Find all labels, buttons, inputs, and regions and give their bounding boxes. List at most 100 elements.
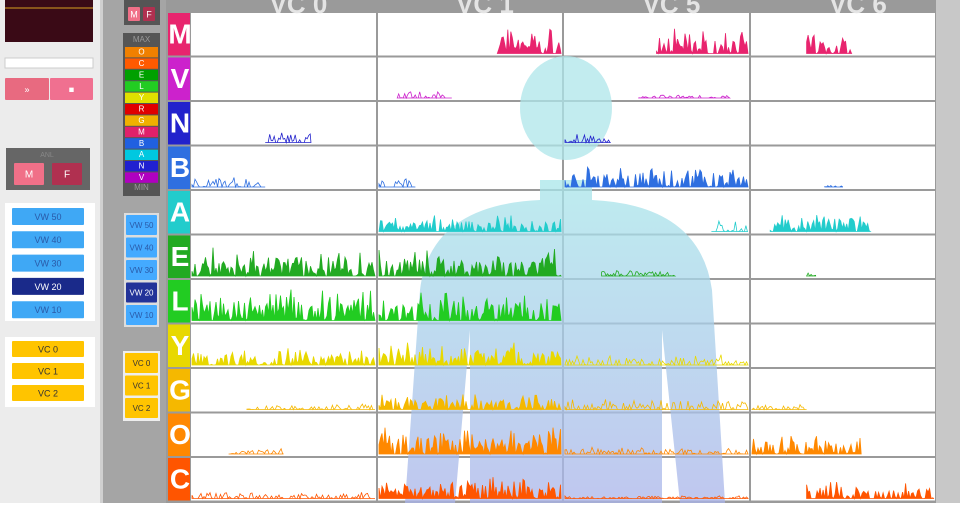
side-vc-button[interactable] (125, 398, 158, 418)
scale-level (125, 115, 158, 126)
side-f-button-label[interactable]: F (146, 9, 152, 19)
scale-level-label: B (139, 139, 144, 148)
scale-level (125, 47, 158, 58)
vc-button[interactable] (12, 341, 84, 357)
scale-level (125, 126, 158, 138)
waveform (711, 219, 748, 232)
vw-button-label[interactable]: VW 50 (34, 212, 61, 222)
scale-box (123, 33, 160, 196)
side-f-button[interactable] (143, 7, 155, 21)
scale-min: MIN (134, 183, 149, 192)
side-m-button[interactable] (128, 7, 140, 21)
side-vc-button[interactable] (125, 353, 158, 373)
side-vw-button-label[interactable]: VW 50 (129, 221, 154, 230)
vw-button[interactable] (12, 231, 84, 249)
cell (751, 280, 935, 323)
side-vw-button[interactable] (126, 305, 157, 325)
cell (191, 191, 376, 234)
row-label-bg (168, 369, 190, 412)
cell (378, 146, 562, 189)
cell (191, 413, 376, 456)
row-label: G (169, 375, 191, 406)
waveform (656, 28, 749, 55)
waveform (564, 354, 749, 367)
waveform (751, 435, 862, 456)
vw-button[interactable] (12, 301, 84, 319)
vc-button-label[interactable]: VC 1 (38, 366, 58, 376)
scale-level (125, 149, 158, 160)
scale-level (125, 92, 158, 103)
side-vw-button-label[interactable]: VW 40 (129, 244, 154, 253)
waveform (378, 427, 562, 456)
side-vw-button[interactable] (126, 237, 157, 258)
play-button[interactable] (5, 78, 49, 100)
side-vw-button-label[interactable]: VW 10 (129, 311, 154, 320)
side-vc-button-label[interactable]: VC 0 (133, 359, 151, 368)
cell (191, 369, 376, 412)
scale-level-label: L (139, 82, 144, 91)
scale-level (125, 172, 158, 183)
vc-button-label[interactable]: VC 0 (38, 344, 58, 354)
vw-button-label[interactable]: VW 40 (34, 235, 61, 245)
stop-button[interactable] (50, 78, 93, 100)
vw-button-label[interactable]: VW 10 (34, 305, 61, 315)
vw-button[interactable] (12, 254, 84, 272)
cell (191, 146, 376, 189)
waveform (806, 482, 935, 501)
waveform (228, 447, 284, 455)
head-silhouette (520, 56, 612, 160)
vc-button[interactable] (12, 385, 84, 401)
side-vw-button-label[interactable]: VW 20 (129, 289, 154, 298)
side-edge (100, 0, 103, 503)
row-label: Y (171, 330, 190, 361)
side-vw-button-label[interactable]: VW 30 (129, 266, 154, 275)
scale-level-label: Y (139, 93, 145, 102)
side-vc-button-label[interactable]: VC 2 (133, 404, 151, 413)
vc-button-label[interactable]: VC 2 (38, 388, 58, 398)
waveform (191, 247, 376, 278)
side-vw-button[interactable] (126, 260, 157, 280)
anl-f-button[interactable] (52, 163, 82, 185)
anl-m-button[interactable] (14, 163, 44, 185)
waveform (378, 394, 562, 411)
vc-button[interactable] (12, 363, 84, 379)
scale-level (125, 81, 158, 92)
side-vc-button[interactable] (125, 375, 158, 396)
row-label-bg (168, 191, 190, 234)
play-button-label[interactable]: » (24, 84, 29, 94)
vw-button-label[interactable]: VW 30 (34, 258, 61, 268)
scale-level-label: O (138, 48, 144, 57)
scale-level-label: G (138, 116, 144, 125)
side-m-button-label[interactable]: M (130, 9, 138, 19)
waveform (378, 178, 416, 189)
vw-button[interactable] (12, 208, 84, 225)
anl-f-button-label[interactable]: F (64, 170, 70, 181)
anl-m-button-label[interactable]: M (25, 170, 33, 181)
vw-button[interactable] (12, 277, 84, 295)
column-header: VC 0 (270, 0, 328, 19)
row-label: C (170, 464, 190, 495)
cell (751, 102, 935, 145)
cell (191, 13, 376, 56)
waveform (396, 90, 452, 100)
waveform (191, 348, 376, 367)
side-vw-button[interactable] (126, 215, 157, 235)
cell (191, 458, 376, 501)
body-silhouette (405, 180, 725, 503)
waveform (378, 477, 562, 501)
monitor (5, 0, 93, 42)
cell (191, 57, 376, 100)
cell (751, 369, 935, 412)
waveform (564, 446, 749, 456)
row-label-bg (168, 280, 190, 323)
side-vw-button[interactable] (126, 282, 157, 303)
vw-button-label[interactable]: VW 20 (34, 282, 61, 292)
row-label-bg (168, 235, 190, 278)
scale-level-label: C (139, 59, 145, 68)
cell (564, 13, 749, 56)
stop-button-label[interactable]: ■ (69, 84, 74, 94)
waveform (378, 248, 562, 278)
side-vc-button-label[interactable]: VC 1 (133, 382, 151, 391)
